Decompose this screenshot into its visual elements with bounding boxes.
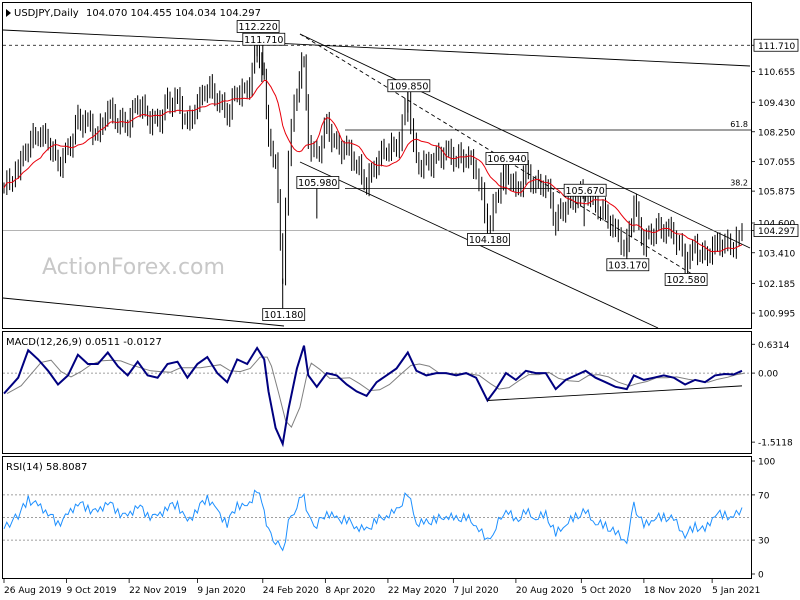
price-panel-frame <box>2 2 752 329</box>
chart-header: USDJPY,Daily 104.070 104.455 104.034 104… <box>6 8 261 19</box>
price-tick-box <box>753 224 799 237</box>
x-tick-label: 22 Nov 2019 <box>129 586 187 596</box>
price-drawings <box>2 29 751 329</box>
panel-frames <box>2 2 752 579</box>
price-tick-label: 105.875 <box>758 188 795 198</box>
x-tick-label: 22 May 2020 <box>388 586 447 596</box>
macd-trendline <box>487 385 743 401</box>
annotation-box <box>236 20 280 33</box>
price-tick-label: 100.995 <box>758 310 795 320</box>
annotation-box <box>606 258 650 272</box>
macd-tick-label: -1.5118 <box>758 439 793 449</box>
annotation-label: 104.180 <box>469 235 508 246</box>
upper-trendline <box>2 29 751 67</box>
symbol-label: USDJPY,Daily <box>14 8 79 19</box>
annotation-label: 102.580 <box>666 275 705 286</box>
price-tick-box <box>753 38 799 52</box>
x-tick-label: 26 Aug 2019 <box>4 586 62 596</box>
annotation-label: 105.670 <box>566 186 605 197</box>
rsi-title: RSI(14) 58.8087 <box>6 462 87 473</box>
macd-title: MACD(12,26,9) 0.0511 -0.0127 <box>6 337 162 348</box>
x-tick-label: 8 Apr 2020 <box>325 586 375 596</box>
macd-tick-label: 0.6314 <box>758 341 790 351</box>
macd-tick-label: 0.00 <box>758 370 778 380</box>
channel-upper-line <box>299 33 751 249</box>
x-tick-label: 7 Jul 2020 <box>453 586 498 596</box>
annotation-label: 112.220 <box>238 22 277 33</box>
price-layer: 61.8 38.2 112.220 111.710 109.850 106.940 105.… <box>3 20 799 321</box>
macd-layer: 0.6314 0.00 -1.5118 <box>3 341 793 449</box>
annotation-label: 106.940 <box>487 154 526 165</box>
annotation-box <box>664 273 708 286</box>
x-tick-label: 24 Feb 2020 <box>263 586 319 596</box>
rsi-tick-label: 30 <box>758 537 770 547</box>
annotation-label: 103.170 <box>608 260 647 271</box>
rsi-line <box>3 489 743 552</box>
ohlc-values: 104.070 104.455 104.034 104.297 <box>86 8 261 19</box>
annotation-box <box>242 32 286 46</box>
rsi-layer: 100 70 30 0 <box>3 458 775 581</box>
price-tick-label: 111.710 <box>758 42 795 52</box>
price-tick-label: 107.055 <box>758 158 795 168</box>
price-tick-label: 108.250 <box>758 128 795 138</box>
fib-level-label: 38.2 <box>730 179 748 188</box>
price-tick-label: 102.185 <box>758 280 795 290</box>
dashed-trendline <box>299 33 706 283</box>
watermark: ActionForex.com <box>42 255 225 280</box>
lower-long-trendline <box>2 297 285 327</box>
annotation-box <box>485 152 529 165</box>
annotation-label: 101.180 <box>264 310 303 321</box>
rsi-tick-label: 70 <box>758 491 770 501</box>
x-axis: 26 Aug 2019 9 Oct 2019 22 Nov 2019 9 Jan 20… <box>3 579 760 596</box>
annotation-box <box>563 183 607 197</box>
annotation-label: 109.850 <box>389 81 428 92</box>
annotation-label: 111.710 <box>244 35 283 46</box>
annotation-label: 105.980 <box>298 178 337 189</box>
price-tick-label: 110.655 <box>758 68 795 78</box>
annotation-box <box>296 176 340 189</box>
macd-line <box>3 345 743 448</box>
moving-average-line <box>3 79 743 253</box>
rsi-panel-frame <box>2 456 752 579</box>
x-tick-label: 20 Aug 2020 <box>516 586 574 596</box>
collapse-triangle-icon <box>6 9 11 17</box>
price-tick-label: 104.297 <box>758 227 795 237</box>
macd-panel-frame <box>2 331 752 454</box>
x-tick-label: 5 Oct 2020 <box>581 586 631 596</box>
rsi-tick-label: 0 <box>758 571 764 581</box>
macd-signal-line <box>6 356 746 429</box>
x-tick-label: 18 Nov 2020 <box>644 586 702 596</box>
annotation-box <box>467 233 510 246</box>
annotation-box <box>262 308 306 321</box>
rsi-tick-label: 100 <box>758 458 775 468</box>
x-tick-label: 9 Jan 2020 <box>197 586 245 596</box>
x-tick-label: 5 Jan 2021 <box>712 586 760 596</box>
x-tick-label: 9 Oct 2019 <box>67 586 117 596</box>
price-tick-label: 103.410 <box>758 249 795 259</box>
price-tick-label: 109.430 <box>758 99 795 109</box>
annotation-box <box>387 79 431 93</box>
fib-level-label: 61.8 <box>730 120 748 129</box>
